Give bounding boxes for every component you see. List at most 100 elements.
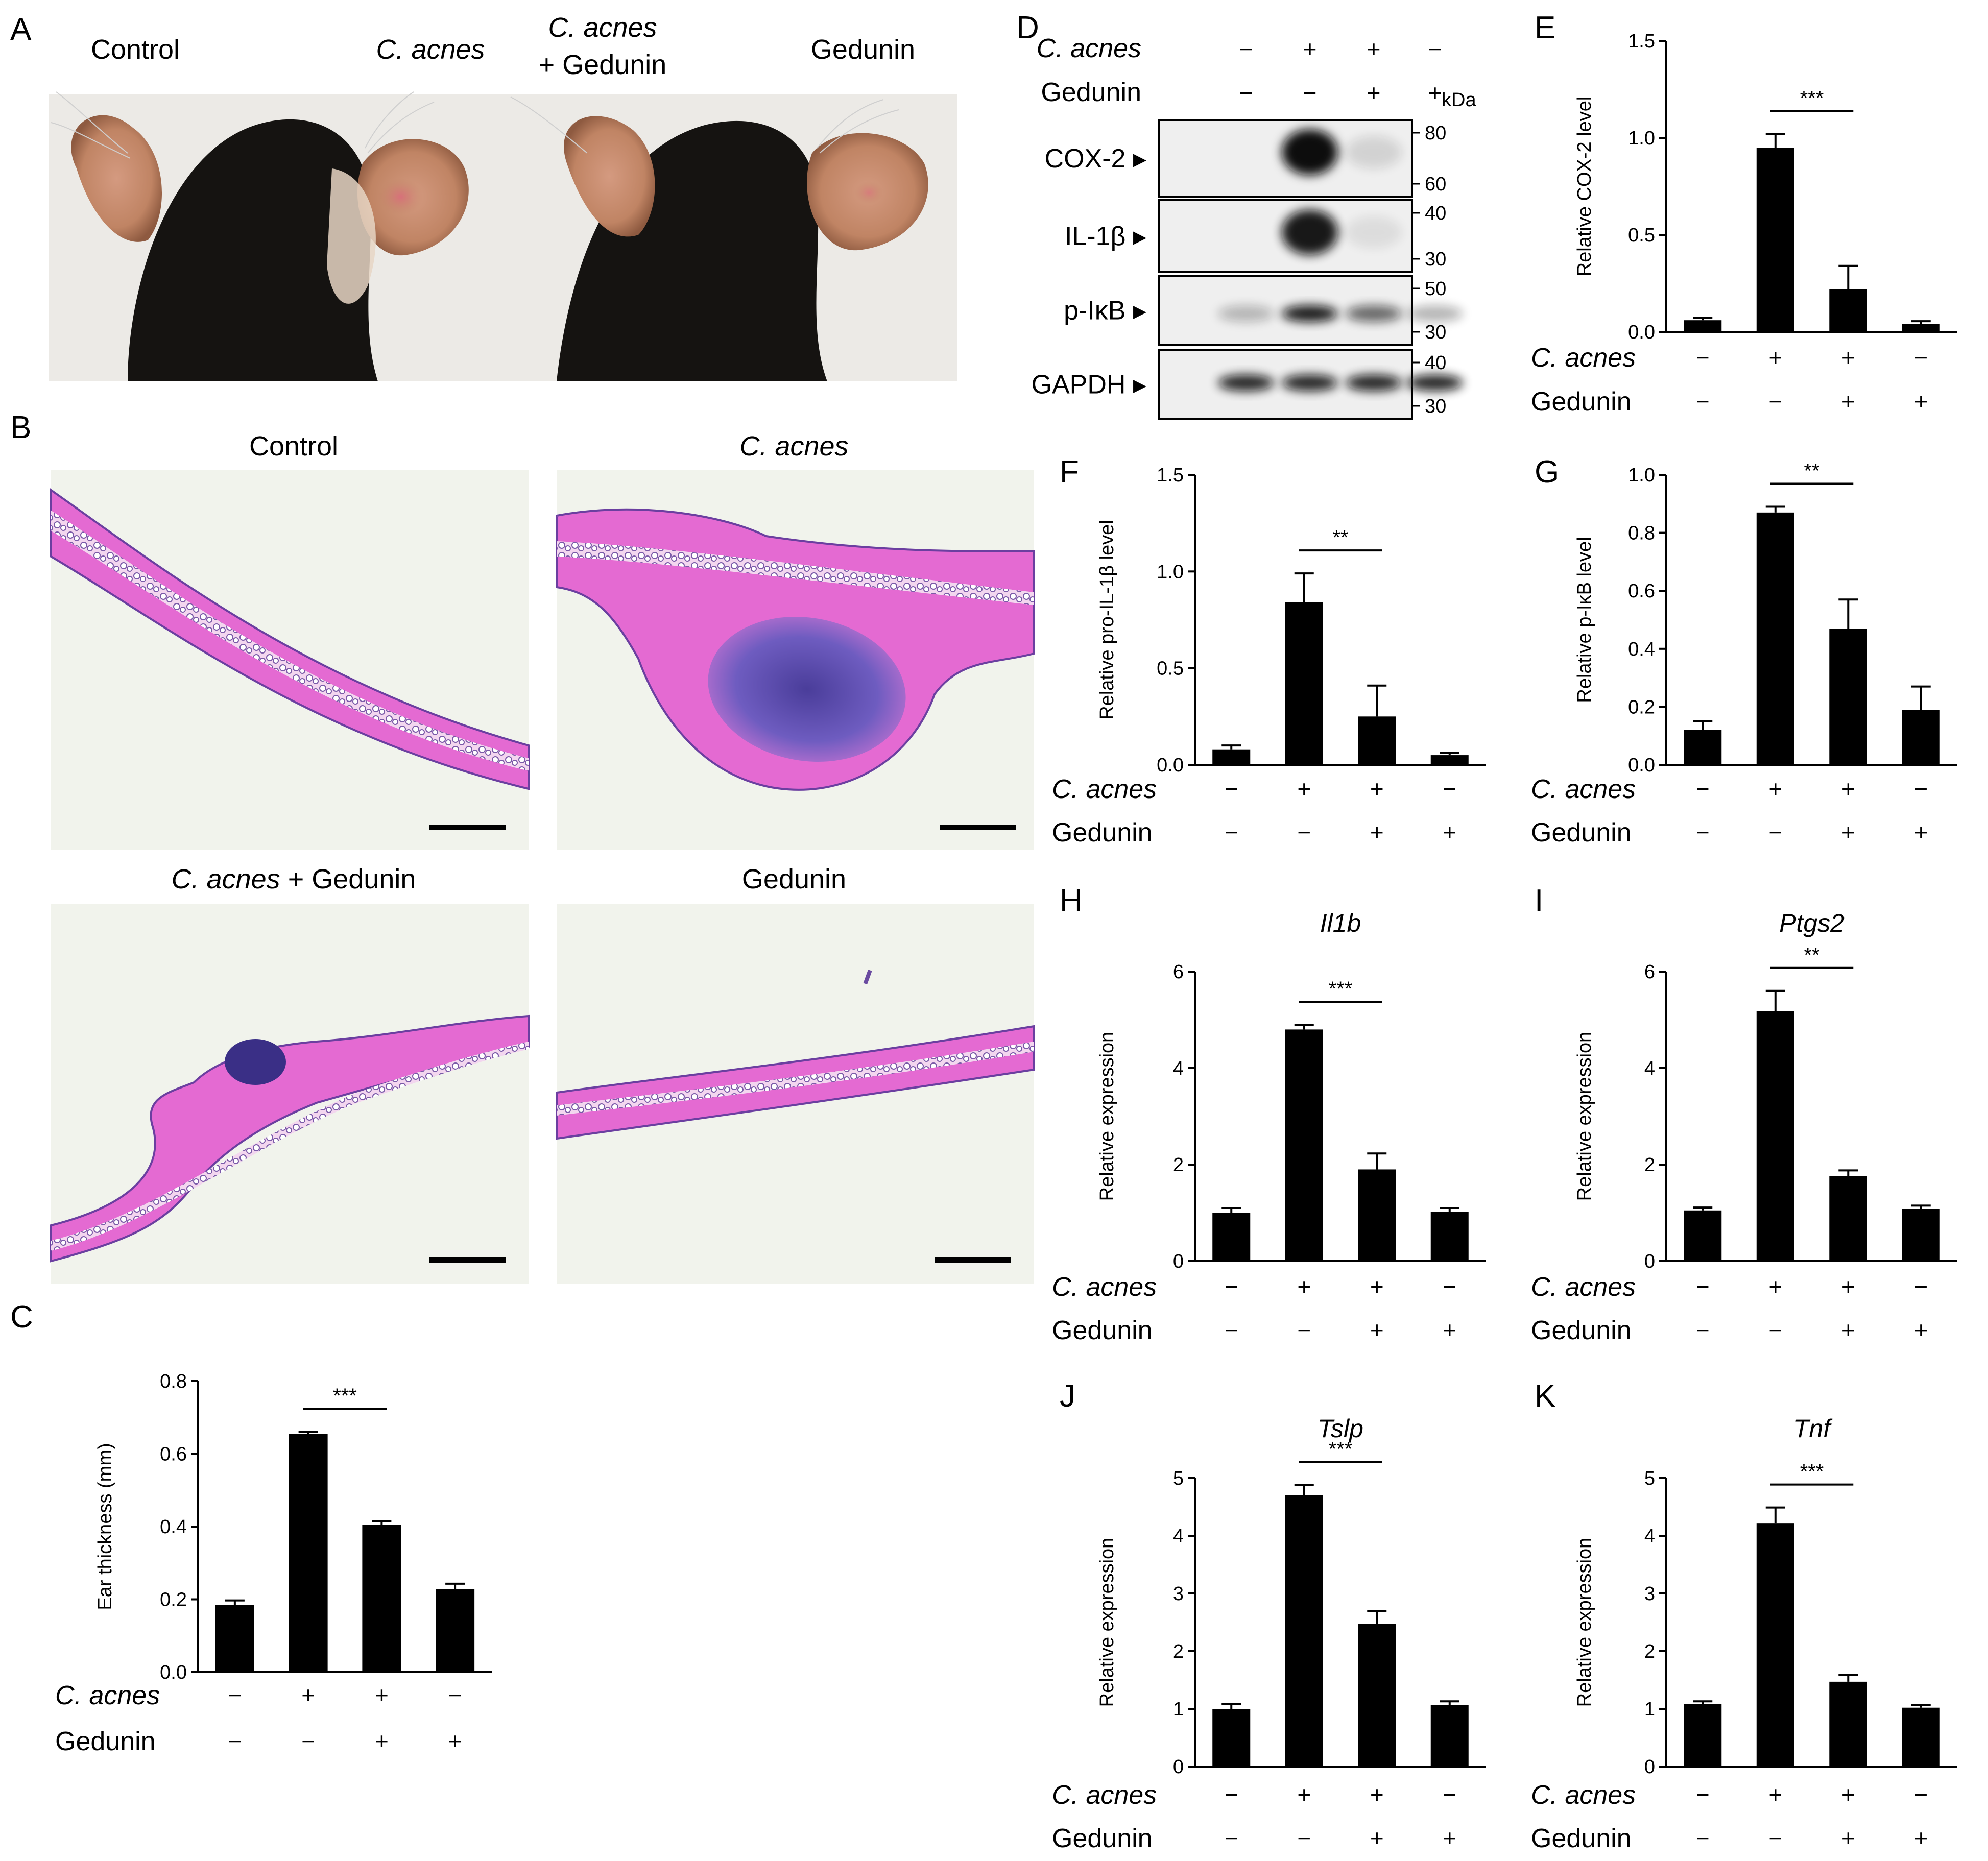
panel-b-title-control: Control — [249, 431, 338, 462]
chart-e-bar — [1756, 148, 1794, 332]
chart-e-bar — [1829, 289, 1867, 332]
chart-k-row-label-c-acnes: C. acnes — [1531, 1780, 1636, 1810]
chart-c-bar — [215, 1605, 254, 1672]
panel-letter-i: I — [1535, 883, 1543, 919]
blot-p-i-b-label: p-IκB ▸ — [1064, 296, 1146, 326]
chart-h-bar — [1285, 1029, 1323, 1261]
chart-i-row-sign: − — [1768, 1317, 1782, 1343]
chart-j-y-tick-label: 1 — [1173, 1699, 1184, 1720]
chart-k-bar — [1684, 1704, 1722, 1767]
chart-j-bar — [1358, 1624, 1396, 1767]
chart-k-row-sign: + — [1841, 1825, 1855, 1851]
blot-il-1-marker-upper: 40 — [1425, 203, 1446, 224]
chart-f-bar — [1430, 755, 1469, 765]
chart-g-row-sign: + — [1914, 819, 1928, 845]
chart-e-row-sign: − — [1914, 344, 1928, 371]
chart-k-y-tick-label: 2 — [1644, 1641, 1655, 1662]
chart-h-y-label: Relative expression — [1096, 1032, 1118, 1201]
chart-j-y-tick-label: 3 — [1173, 1583, 1184, 1605]
chart-h-title: Il1b — [1320, 909, 1361, 937]
blot-il-1-band — [1346, 216, 1402, 249]
chart-i-row-sign: − — [1914, 1273, 1928, 1300]
chart-f-bar — [1285, 602, 1323, 765]
chart-f-bar — [1358, 716, 1396, 765]
chart-i-bar — [1684, 1210, 1722, 1261]
chart-i-row-label-gedunin: Gedunin — [1531, 1316, 1632, 1345]
chart-e: 0.0 0.5 1.0 1.5 Relative COX-2 level *** C. ac… — [1531, 31, 1957, 417]
charts: 0.0 0.2 0.4 0.6 0.8 Ear thickness (mm) *** C. a… — [55, 31, 1957, 1853]
mouse-left-body — [128, 119, 378, 381]
chart-j: 0 1 2 3 4 5 Relative expression Tslp*** C. acnes… — [1052, 1414, 1486, 1853]
histology-control — [50, 470, 530, 850]
chart-c-row-sign: − — [228, 1682, 242, 1708]
chart-g-y-tick-label: 0.8 — [1628, 523, 1655, 544]
chart-h-row-sign: − — [1225, 1273, 1238, 1300]
chart-c-row-sign: − — [301, 1728, 315, 1754]
chart-j-row-sign: + — [1370, 1825, 1384, 1851]
chart-g-y-tick-label: 0.4 — [1628, 639, 1655, 660]
chart-j-y-tick-label: 2 — [1173, 1641, 1184, 1662]
chart-g: 0.0 0.2 0.4 0.6 0.8 1.0 Relative p-IκB level **… — [1531, 460, 1957, 848]
chart-k-row-sign: + — [1914, 1825, 1928, 1851]
chart-e-bar — [1684, 320, 1722, 332]
chart-g-significance-label: ** — [1804, 460, 1819, 482]
chart-j-y-tick-label: 4 — [1173, 1526, 1184, 1547]
mouse-right-ear-redness — [853, 180, 889, 208]
chart-g-bar — [1829, 629, 1867, 765]
chart-g-y-tick-label: 0.2 — [1628, 696, 1655, 718]
mouse-right — [510, 96, 928, 381]
chart-i-row-label-c-acnes: C. acnes — [1531, 1272, 1636, 1302]
blot-header-sign: − — [1428, 36, 1442, 62]
chart-e-row-label-c-acnes: C. acnes — [1531, 343, 1636, 373]
chart-c: 0.0 0.2 0.4 0.6 0.8 Ear thickness (mm) *** C. a… — [55, 1371, 492, 1756]
chart-g-y-tick-label: 0.0 — [1628, 755, 1655, 776]
blot-p-i-b-band — [1218, 305, 1274, 322]
blot-gapdh-band — [1282, 374, 1338, 391]
chart-c-row-sign: − — [228, 1728, 242, 1754]
panel-letter-a: A — [10, 12, 32, 47]
blot-gapdh-band — [1407, 374, 1463, 391]
chart-k-bar — [1829, 1681, 1867, 1767]
chart-i-y-tick-label: 2 — [1644, 1154, 1655, 1176]
chart-j-significance-label: *** — [1329, 1438, 1353, 1461]
chart-i-row-sign: − — [1696, 1317, 1710, 1343]
blot-gapdh-marker-lower: 30 — [1425, 396, 1446, 417]
chart-f-row-label-c-acnes: C. acnes — [1052, 775, 1157, 804]
chart-f-row-sign: + — [1370, 819, 1384, 845]
chart-g-row-sign: + — [1768, 776, 1782, 802]
mouse-right-ear-left — [564, 116, 655, 237]
blot-p-i-b-band — [1282, 305, 1338, 322]
chart-e-row-sign: − — [1696, 344, 1710, 371]
chart-k-row-sign: − — [1914, 1781, 1928, 1808]
chart-j-row-sign: + — [1297, 1781, 1311, 1808]
chart-c-row-sign: + — [448, 1728, 462, 1754]
chart-h-y-tick-label: 2 — [1173, 1154, 1184, 1176]
chart-i-row-sign: + — [1768, 1273, 1782, 1300]
blot-il-1-marker-lower: 30 — [1425, 249, 1446, 270]
chart-c-y-tick-label: 0.0 — [160, 1662, 187, 1683]
chart-k-bar — [1902, 1707, 1940, 1767]
chart-g-bar — [1902, 710, 1940, 765]
chart-j-row-label-c-acnes: C. acnes — [1052, 1780, 1157, 1810]
panel-a-label-gedunin: Gedunin — [811, 34, 915, 65]
chart-g-row-sign: − — [1696, 776, 1710, 802]
chart-k-y-label: Relative expression — [1574, 1538, 1595, 1707]
panel-letter-c: C — [10, 1299, 33, 1335]
chart-i-y-tick-label: 4 — [1644, 1058, 1655, 1079]
chart-f-row-sign: + — [1370, 776, 1384, 802]
chart-h: 0 2 4 6 Relative expression Il1b *** C. acnes − +… — [1052, 909, 1486, 1345]
blot-header-sign: + — [1367, 36, 1381, 62]
blot-unit-kda: kDa — [1442, 89, 1476, 111]
blot-p-i-b-marker-lower: 30 — [1425, 322, 1446, 343]
chart-i-y-tick-label: 6 — [1644, 961, 1655, 983]
chart-h-row-label-c-acnes: C. acnes — [1052, 1272, 1157, 1302]
chart-c-bar — [289, 1434, 328, 1672]
blot-header-label-gedunin: Gedunin — [1041, 78, 1141, 107]
chart-h-row-sign: + — [1443, 1317, 1456, 1343]
chart-g-y-tick-label: 1.0 — [1628, 465, 1655, 486]
chart-h-significance-label: *** — [1329, 978, 1353, 1000]
chart-i-y-tick-label: 0 — [1644, 1251, 1655, 1272]
chart-h-row-label-gedunin: Gedunin — [1052, 1316, 1153, 1345]
blot-gapdh-band — [1346, 374, 1402, 391]
blot-header: C. acnes − + + − Gedunin − − + + — [1037, 34, 1442, 107]
